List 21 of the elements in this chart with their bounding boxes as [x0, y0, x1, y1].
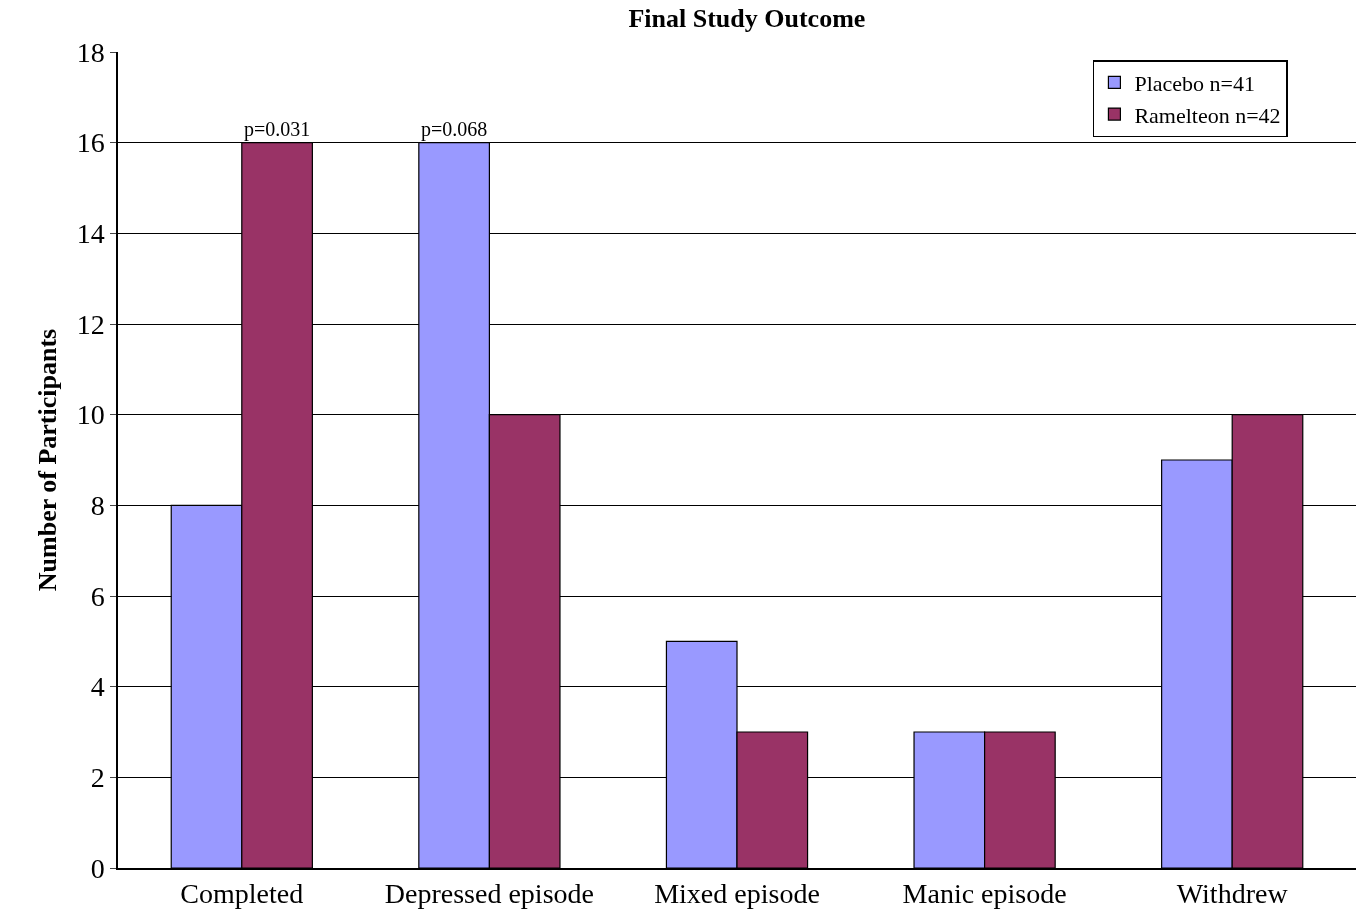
y-tick-label: 8	[90, 490, 105, 522]
x-tick-label: Mixed episode	[654, 878, 820, 910]
chart-title: Final Study Outcome	[628, 4, 866, 34]
y-tick-label: 10	[76, 399, 105, 431]
y-tick-label: 2	[90, 762, 105, 794]
x-tick-label: Completed	[180, 878, 304, 910]
x-tick-label: Withdrew	[1176, 878, 1289, 910]
x-tick-label: Manic episode	[902, 878, 1067, 910]
y-tick-label: 14	[76, 218, 105, 250]
y-tick-label: 18	[76, 36, 105, 68]
y-tick-label: 12	[76, 308, 105, 340]
y-tick-label: 4	[90, 671, 105, 703]
annotation: p=0.031	[244, 118, 311, 141]
y-tick-label: 0	[90, 852, 105, 884]
legend-label: Ramelteon n=42	[1134, 102, 1281, 128]
y-tick-label: 16	[76, 127, 105, 159]
legend-label: Placebo n=41	[1134, 71, 1255, 97]
y-tick-label: 6	[90, 580, 105, 612]
x-tick-label: Depressed episode	[384, 878, 594, 910]
y-axis-title: Number of Participants	[32, 328, 62, 592]
annotation: p=0.068	[421, 118, 488, 141]
